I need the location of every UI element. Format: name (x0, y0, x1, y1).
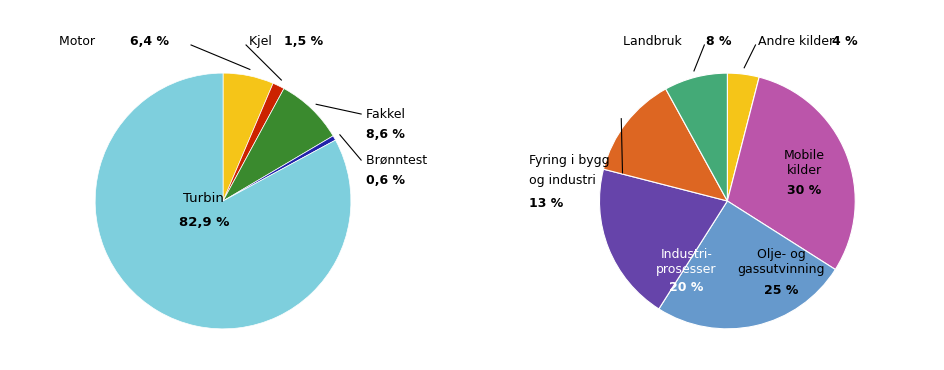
Text: 4 %: 4 % (833, 35, 858, 48)
Wedge shape (599, 169, 728, 309)
Wedge shape (223, 73, 273, 201)
Text: 25 %: 25 % (764, 284, 799, 297)
Wedge shape (728, 73, 759, 201)
Text: Motor: Motor (59, 35, 103, 48)
Text: 82,9 %: 82,9 % (178, 216, 229, 229)
Text: 13 %: 13 % (530, 197, 564, 210)
Text: 30 %: 30 % (787, 184, 821, 197)
Wedge shape (603, 89, 728, 201)
Wedge shape (223, 88, 333, 201)
Text: Fakkel: Fakkel (366, 108, 413, 121)
Wedge shape (728, 77, 855, 269)
Text: Landbruk: Landbruk (622, 35, 689, 48)
Text: og industri: og industri (530, 174, 596, 187)
Text: Brønntest: Brønntest (366, 154, 435, 166)
Text: 8,6 %: 8,6 % (366, 128, 405, 141)
Wedge shape (95, 73, 351, 329)
Text: 20 %: 20 % (669, 282, 703, 295)
Text: Andre kilder: Andre kilder (758, 35, 842, 48)
Wedge shape (223, 83, 284, 201)
Text: 1,5 %: 1,5 % (284, 35, 324, 48)
Text: 8 %: 8 % (705, 35, 731, 48)
Wedge shape (223, 136, 335, 201)
Text: Olje- og
gassutvinning: Olje- og gassutvinning (737, 248, 825, 276)
Text: Turbin: Turbin (183, 192, 225, 205)
Text: Mobile
kilder: Mobile kilder (784, 149, 824, 176)
Text: Industri-
prosesser: Industri- prosesser (656, 248, 716, 276)
Text: Fyring i bygg: Fyring i bygg (530, 154, 610, 166)
Text: 0,6 %: 0,6 % (366, 174, 405, 187)
Text: 6,4 %: 6,4 % (129, 35, 169, 48)
Wedge shape (659, 201, 835, 329)
Text: Kjel: Kjel (248, 35, 279, 48)
Wedge shape (666, 73, 728, 201)
